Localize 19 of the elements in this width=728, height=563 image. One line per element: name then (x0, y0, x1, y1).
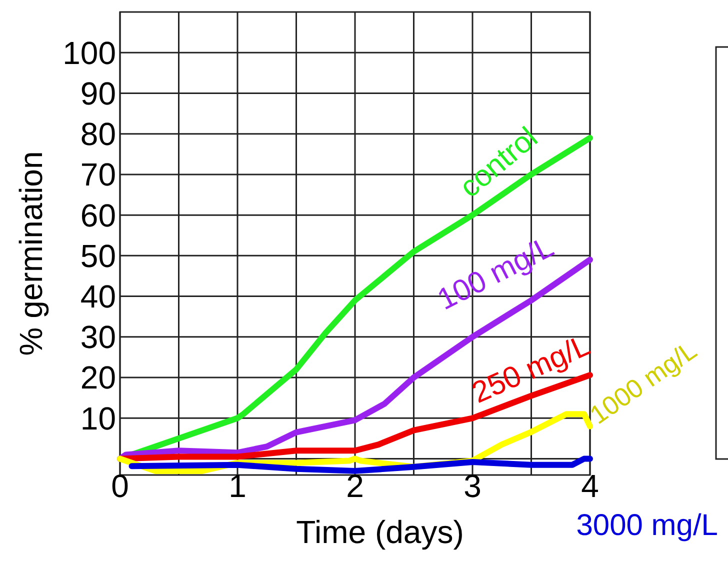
y-tick-label: 60 (80, 197, 116, 234)
x-tick-label: 4 (581, 468, 599, 504)
y-tick-label: 10 (80, 400, 116, 436)
x-tick-label: 0 (111, 468, 129, 504)
y-tick-label: 20 (80, 360, 116, 396)
y-tick-label: 50 (80, 238, 116, 274)
y-tick-label: 70 (80, 156, 116, 193)
x-tick-label: 3 (464, 468, 482, 504)
x-tick-label: 1 (228, 468, 246, 504)
text: 100 mg/L (432, 230, 559, 317)
x-tick-label: 2 (346, 468, 364, 504)
y-axis-title: % germination (13, 151, 49, 356)
series-label: 3000 mg/L (576, 509, 718, 542)
x-axis-title: Time (days) (296, 514, 464, 550)
y-tick-label: 90 (80, 75, 116, 112)
y-tick-label: 100 (62, 34, 116, 71)
y-tick-label: 40 (80, 278, 116, 314)
y-tick-label: 30 (80, 319, 116, 356)
y-tick-label: 80 (80, 116, 116, 152)
